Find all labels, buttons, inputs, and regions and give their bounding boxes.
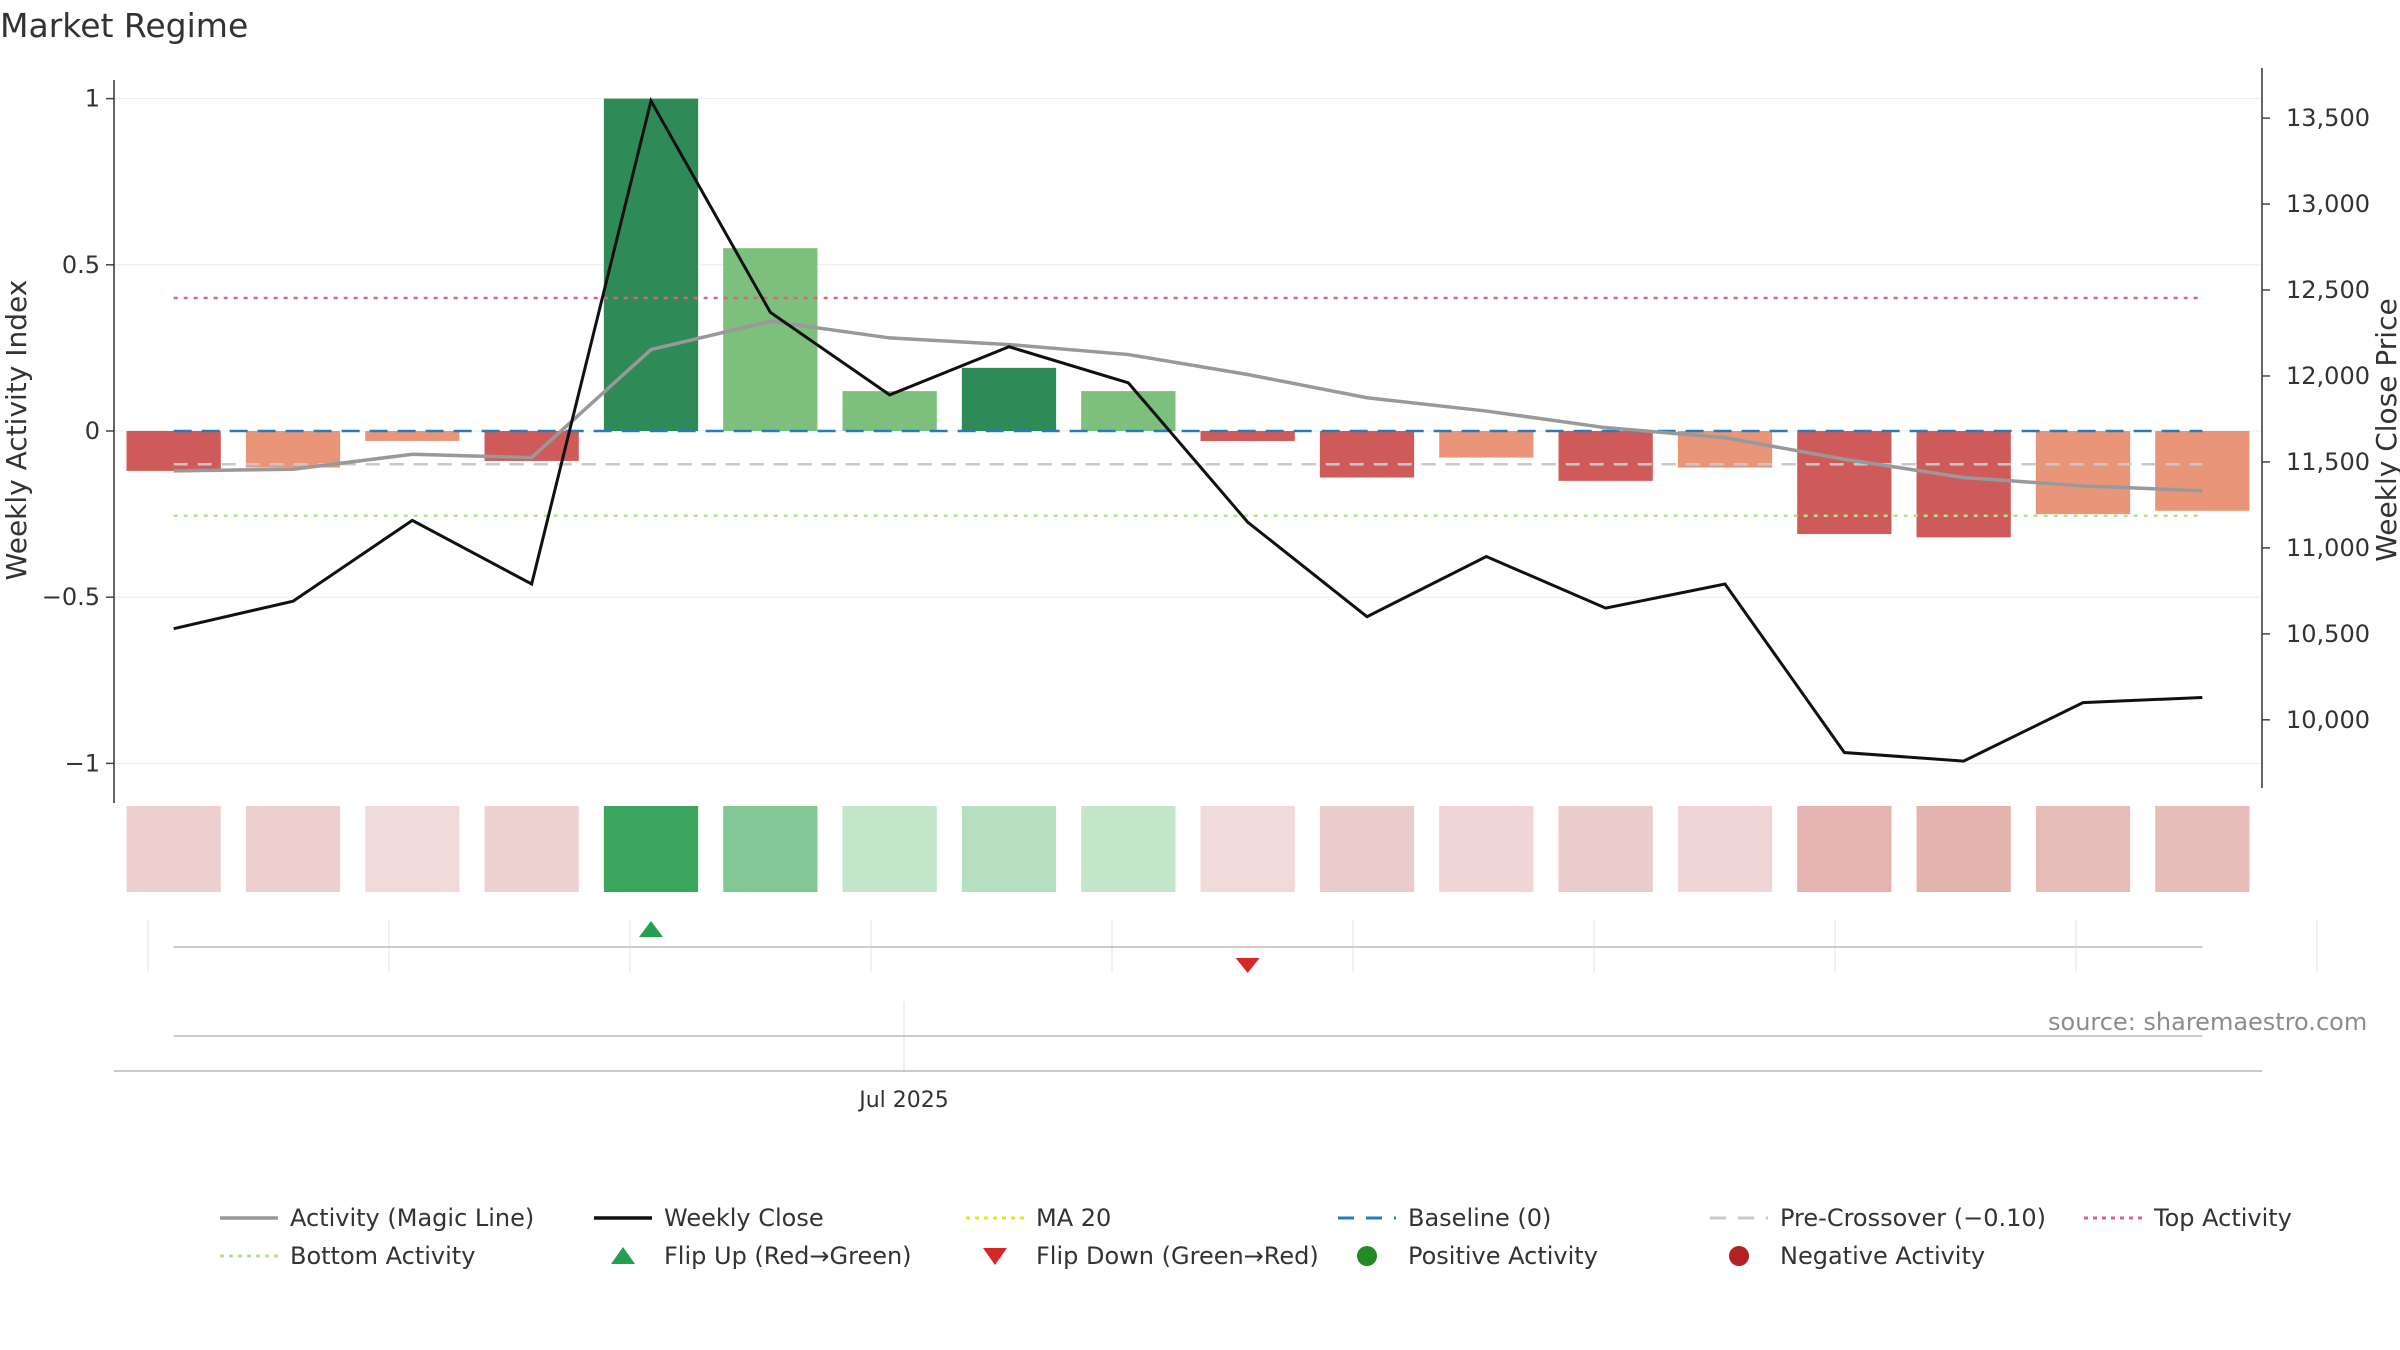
legend-triangle-up-icon <box>611 1247 635 1264</box>
heat-cell <box>1439 806 1534 892</box>
y2-tick-label: 12,500 <box>2286 276 2370 304</box>
activity-bar <box>1558 431 1653 481</box>
legend-circle-icon <box>1729 1246 1749 1266</box>
legend-label: Baseline (0) <box>1408 1204 1551 1232</box>
activity-bar <box>961 367 1057 431</box>
activity-bar <box>2035 431 2131 515</box>
y-tick-label: 1 <box>85 85 100 113</box>
legend-item: MA 20 <box>966 1204 1111 1232</box>
flip-up-marker <box>639 921 663 937</box>
y2-tick-label: 11,000 <box>2286 534 2370 562</box>
heat-cell <box>365 806 460 892</box>
activity-bar <box>1439 431 1534 458</box>
weekly-close-series <box>173 96 2203 763</box>
heat-cell <box>1319 806 1415 892</box>
legend-label: Flip Down (Green→Red) <box>1036 1242 1319 1270</box>
legend-item: Baseline (0) <box>1338 1204 1551 1232</box>
heat-cell <box>2155 806 2250 892</box>
y2-tick-label: 13,000 <box>2286 190 2370 218</box>
legend-label: Weekly Close <box>664 1204 824 1232</box>
heat-cell <box>1797 806 1892 892</box>
legend-item: Activity (Magic Line) <box>220 1204 534 1232</box>
activity-bar <box>1319 431 1415 478</box>
legend-label: Activity (Magic Line) <box>290 1204 534 1232</box>
heat-cell <box>723 806 818 892</box>
legend-item: Flip Up (Red→Green) <box>611 1242 912 1270</box>
magic-line-series <box>173 319 2203 493</box>
heat-cell <box>961 806 1057 892</box>
heat-cell <box>245 806 341 892</box>
legend-label: Negative Activity <box>1780 1242 1985 1270</box>
heat-cell <box>1081 806 1176 892</box>
activity-bar <box>842 391 937 431</box>
legend-label: MA 20 <box>1036 1204 1111 1232</box>
activity-bar <box>1200 431 1295 441</box>
legend-label: Pre-Crossover (−0.10) <box>1780 1204 2046 1232</box>
heat-cell <box>1558 806 1653 892</box>
y-axis-title: Weekly Activity Index <box>0 280 33 581</box>
y2-axis-title: Weekly Close Price <box>2370 298 2400 561</box>
legend-label: Bottom Activity <box>290 1242 475 1270</box>
y-tick-label: 0 <box>85 417 100 445</box>
heat-cell <box>484 806 579 892</box>
y2-tick-label: 13,500 <box>2286 104 2370 132</box>
activity-bar <box>2155 431 2250 511</box>
activity-bar <box>245 431 341 468</box>
legend-label: Flip Up (Red→Green) <box>664 1242 912 1270</box>
x-tick-label: Jul 2025 <box>857 1088 949 1113</box>
legend-item: Top Activity <box>2084 1204 2292 1232</box>
legend-item: Negative Activity <box>1729 1242 1985 1270</box>
heat-cell <box>603 806 699 892</box>
legend-item: Weekly Close <box>594 1204 824 1232</box>
legend-circle-icon <box>1357 1246 1377 1266</box>
activity-bar <box>365 431 460 441</box>
y2-tick-label: 10,000 <box>2286 706 2370 734</box>
heat-cell <box>842 806 937 892</box>
activity-bar <box>1797 431 1892 535</box>
heat-cell <box>1916 806 2011 892</box>
flip-down-marker <box>1235 958 1260 973</box>
y-tick-label: −1 <box>65 749 100 777</box>
heat-cell <box>1200 806 1295 892</box>
y2-tick-label: 12,000 <box>2286 362 2370 390</box>
activity-bar <box>1916 431 2011 538</box>
legend-label: Top Activity <box>2153 1204 2292 1232</box>
y2-tick-label: 10,500 <box>2286 620 2370 648</box>
y-tick-label: 0.5 <box>62 251 100 279</box>
y-tick-label: −0.5 <box>42 583 100 611</box>
activity-bar <box>723 248 818 431</box>
legend-item: Pre-Crossover (−0.10) <box>1710 1204 2046 1232</box>
activity-bar <box>1081 391 1176 431</box>
legend-item: Positive Activity <box>1357 1242 1598 1270</box>
source-label: source: sharemaestro.com <box>2048 1008 2368 1036</box>
chart-title: Market Regime <box>0 6 249 45</box>
heat-cell <box>126 806 221 892</box>
legend-label: Positive Activity <box>1408 1242 1598 1270</box>
heat-cell <box>2035 806 2131 892</box>
y2-tick-label: 11,500 <box>2286 448 2370 476</box>
legend-triangle-down-icon <box>983 1248 1007 1265</box>
legend-item: Bottom Activity <box>220 1242 475 1270</box>
heat-cell <box>1677 806 1773 892</box>
legend-item: Flip Down (Green→Red) <box>983 1242 1319 1270</box>
